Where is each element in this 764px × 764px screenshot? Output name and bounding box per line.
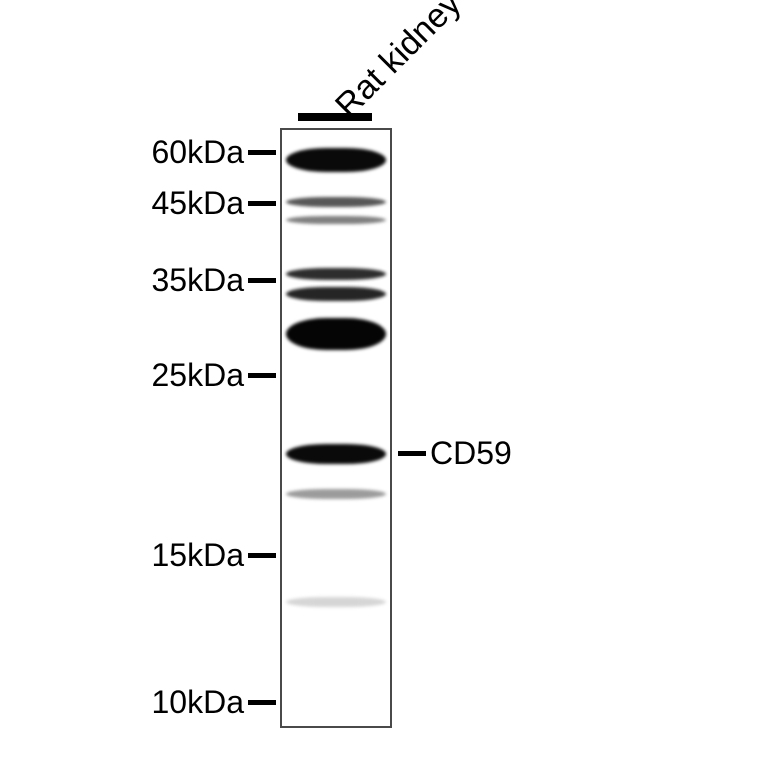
mw-tick bbox=[248, 201, 276, 206]
mw-tick bbox=[248, 700, 276, 705]
target-tick bbox=[398, 451, 426, 456]
mw-label: 45kDa bbox=[152, 185, 245, 222]
blot-band bbox=[286, 287, 386, 301]
blot-band bbox=[286, 216, 386, 224]
mw-label: 15kDa bbox=[152, 537, 245, 574]
mw-label: 25kDa bbox=[152, 357, 245, 394]
blot-band bbox=[286, 444, 386, 464]
blot-band bbox=[286, 197, 386, 207]
blot-band bbox=[286, 268, 386, 280]
blot-band bbox=[286, 148, 386, 172]
mw-label: 60kDa bbox=[152, 134, 245, 171]
blot-band bbox=[286, 597, 386, 607]
mw-tick bbox=[248, 553, 276, 558]
mw-tick bbox=[248, 373, 276, 378]
blot-band bbox=[286, 318, 386, 350]
mw-tick bbox=[248, 278, 276, 283]
mw-tick bbox=[248, 150, 276, 155]
mw-label: 35kDa bbox=[152, 262, 245, 299]
mw-label: 10kDa bbox=[152, 684, 245, 721]
blot-band bbox=[286, 489, 386, 499]
lane-header-label: Rat kidney bbox=[328, 0, 469, 126]
blot-lane bbox=[280, 128, 392, 728]
western-blot-figure: Rat kidney 60kDa 45kDa 35kDa 25kDa 15kDa 10kD… bbox=[0, 0, 764, 764]
target-label: CD59 bbox=[430, 435, 512, 472]
lane-header-tick bbox=[298, 113, 372, 121]
